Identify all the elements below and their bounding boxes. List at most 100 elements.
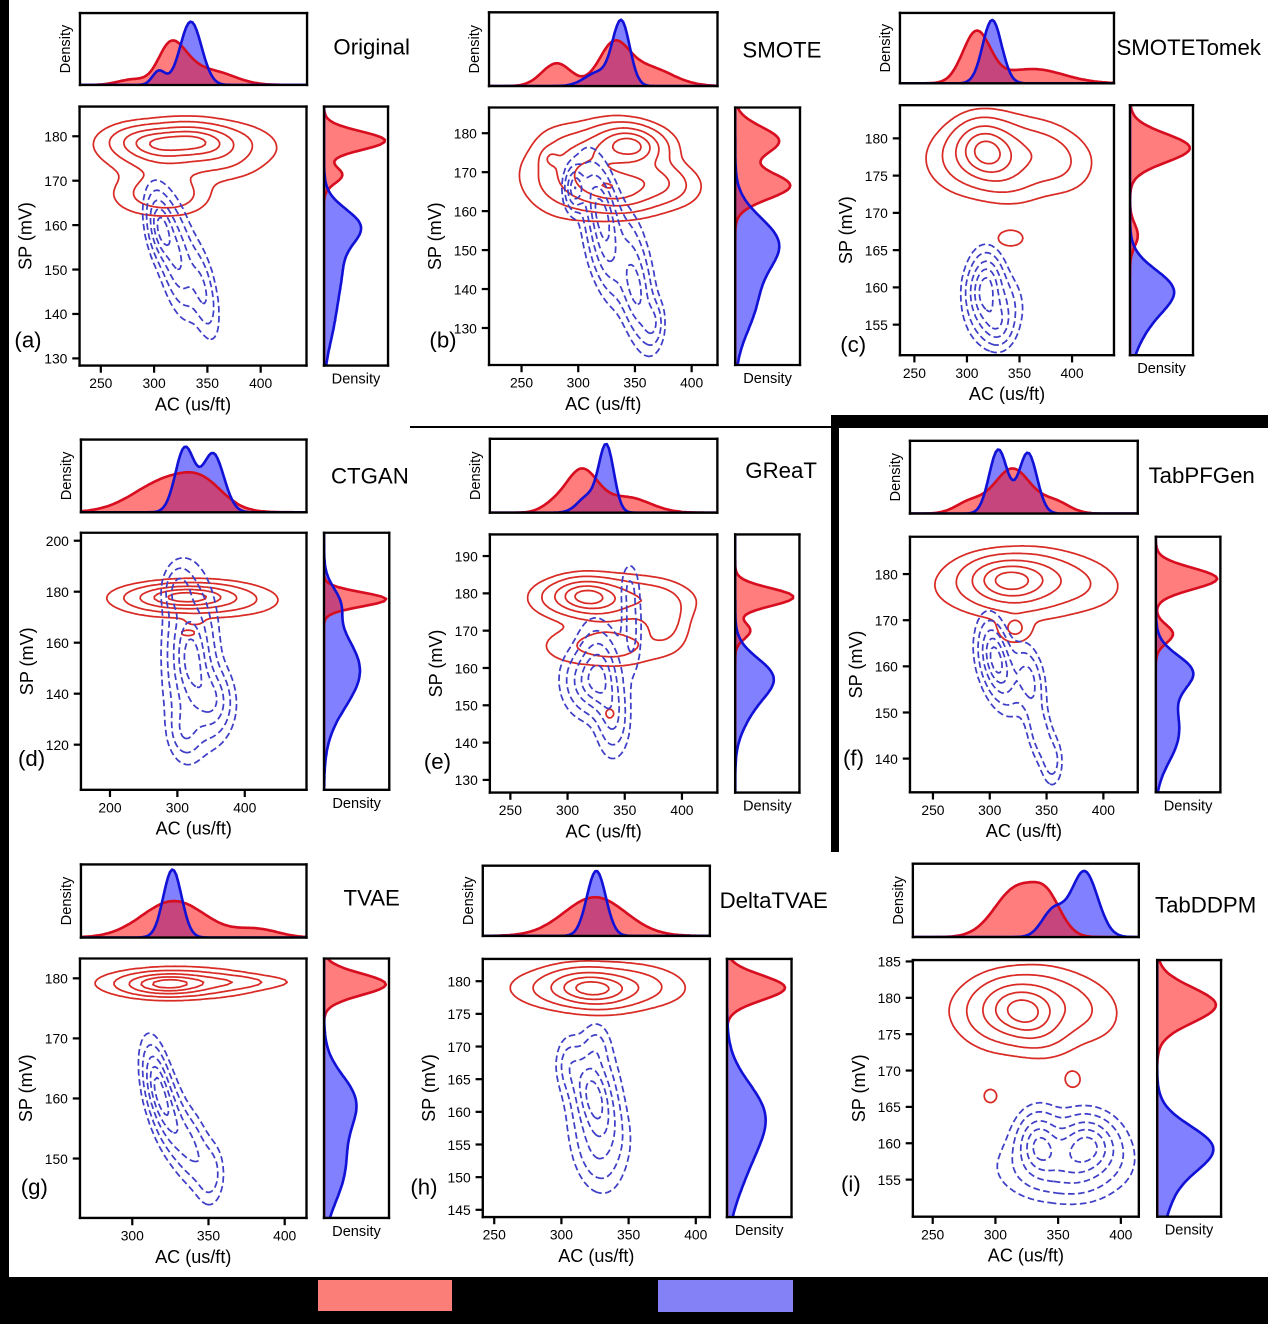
svg-text:155: 155 bbox=[878, 1172, 901, 1188]
svg-text:400: 400 bbox=[670, 802, 693, 818]
svg-text:400: 400 bbox=[233, 799, 256, 815]
svg-text:140: 140 bbox=[44, 306, 67, 322]
svg-text:300: 300 bbox=[550, 1227, 573, 1243]
svg-text:Density: Density bbox=[743, 371, 792, 387]
svg-text:150: 150 bbox=[455, 698, 478, 714]
svg-text:140: 140 bbox=[454, 281, 477, 297]
svg-text:350: 350 bbox=[1008, 365, 1031, 381]
svg-text:155: 155 bbox=[865, 317, 888, 333]
svg-text:250: 250 bbox=[921, 802, 944, 818]
svg-text:170: 170 bbox=[448, 1039, 471, 1055]
svg-text:165: 165 bbox=[878, 1099, 901, 1115]
svg-text:350: 350 bbox=[623, 375, 646, 391]
svg-text:350: 350 bbox=[197, 1228, 220, 1244]
svg-text:160: 160 bbox=[45, 1091, 68, 1107]
svg-text:TabDDPM: TabDDPM bbox=[1155, 892, 1256, 917]
svg-text:160: 160 bbox=[878, 1136, 901, 1152]
svg-text:250: 250 bbox=[483, 1227, 506, 1243]
svg-text:170: 170 bbox=[45, 1031, 68, 1047]
svg-text:155: 155 bbox=[448, 1137, 471, 1153]
svg-text:150: 150 bbox=[45, 1151, 68, 1167]
svg-text:180: 180 bbox=[455, 586, 478, 602]
svg-text:CTGAN: CTGAN bbox=[331, 464, 409, 489]
svg-text:400: 400 bbox=[1109, 1226, 1132, 1242]
svg-text:300: 300 bbox=[978, 802, 1001, 818]
svg-text:150: 150 bbox=[454, 242, 477, 258]
svg-text:130: 130 bbox=[454, 320, 477, 336]
svg-text:175: 175 bbox=[448, 1006, 471, 1022]
svg-text:Density: Density bbox=[1165, 1223, 1214, 1239]
svg-text:300: 300 bbox=[955, 365, 978, 381]
svg-text:130: 130 bbox=[44, 351, 67, 367]
svg-text:200: 200 bbox=[98, 799, 121, 815]
svg-text:350: 350 bbox=[1047, 1226, 1070, 1242]
svg-text:175: 175 bbox=[878, 1026, 901, 1042]
svg-text:AC (us/ft): AC (us/ft) bbox=[155, 1247, 231, 1267]
svg-text:180: 180 bbox=[45, 971, 68, 987]
svg-text:190: 190 bbox=[455, 548, 478, 564]
svg-text:(e): (e) bbox=[424, 749, 451, 774]
svg-text:AC (us/ft): AC (us/ft) bbox=[155, 394, 231, 414]
svg-text:400: 400 bbox=[684, 1227, 707, 1243]
svg-text:170: 170 bbox=[878, 1063, 901, 1079]
svg-text:SP (mV): SP (mV) bbox=[419, 1054, 439, 1122]
svg-text:160: 160 bbox=[865, 280, 888, 296]
svg-text:Density: Density bbox=[467, 24, 483, 73]
svg-text:180: 180 bbox=[448, 973, 471, 989]
svg-text:DeltaTVAE: DeltaTVAE bbox=[720, 888, 828, 913]
svg-text:AC (us/ft): AC (us/ft) bbox=[969, 384, 1045, 404]
svg-text:(c): (c) bbox=[840, 332, 866, 357]
svg-text:165: 165 bbox=[448, 1071, 471, 1087]
svg-text:(f): (f) bbox=[843, 746, 864, 771]
svg-text:145: 145 bbox=[448, 1202, 471, 1218]
svg-text:300: 300 bbox=[556, 802, 579, 818]
svg-text:300: 300 bbox=[567, 375, 590, 391]
svg-text:250: 250 bbox=[903, 365, 926, 381]
svg-text:SP (mV): SP (mV) bbox=[425, 202, 445, 270]
svg-text:130: 130 bbox=[455, 772, 478, 788]
svg-text:Density: Density bbox=[332, 796, 381, 812]
svg-text:(d): (d) bbox=[18, 746, 45, 771]
svg-text:170: 170 bbox=[454, 164, 477, 180]
svg-text:150: 150 bbox=[44, 262, 67, 278]
svg-text:250: 250 bbox=[89, 375, 112, 391]
svg-text:Density: Density bbox=[743, 799, 792, 815]
svg-text:180: 180 bbox=[46, 584, 69, 600]
svg-text:SMOTE: SMOTE bbox=[742, 37, 821, 62]
svg-text:GReaT: GReaT bbox=[745, 458, 817, 483]
svg-text:180: 180 bbox=[454, 125, 477, 141]
svg-text:Density: Density bbox=[332, 372, 381, 388]
svg-text:AC (us/ft): AC (us/ft) bbox=[156, 819, 232, 839]
svg-text:Density: Density bbox=[891, 875, 907, 924]
svg-text:250: 250 bbox=[510, 375, 533, 391]
svg-text:170: 170 bbox=[44, 173, 67, 189]
svg-text:160: 160 bbox=[455, 660, 478, 676]
svg-text:(g): (g) bbox=[21, 1175, 48, 1200]
svg-text:165: 165 bbox=[865, 242, 888, 258]
svg-text:185: 185 bbox=[878, 954, 901, 970]
svg-text:SP (mV): SP (mV) bbox=[838, 196, 856, 264]
svg-text:400: 400 bbox=[1092, 802, 1115, 818]
svg-text:160: 160 bbox=[44, 217, 67, 233]
svg-text:(a): (a) bbox=[14, 327, 41, 352]
svg-text:250: 250 bbox=[921, 1226, 944, 1242]
svg-text:175: 175 bbox=[865, 168, 888, 184]
svg-text:140: 140 bbox=[46, 686, 69, 702]
svg-text:SP (mV): SP (mV) bbox=[17, 627, 37, 695]
svg-text:Density: Density bbox=[59, 451, 75, 500]
svg-text:160: 160 bbox=[46, 635, 69, 651]
svg-text:170: 170 bbox=[865, 205, 888, 221]
svg-text:180: 180 bbox=[878, 990, 901, 1006]
svg-text:SP (mV): SP (mV) bbox=[16, 202, 36, 270]
svg-text:400: 400 bbox=[1060, 365, 1083, 381]
svg-text:(b): (b) bbox=[429, 328, 456, 353]
svg-text:Density: Density bbox=[468, 451, 484, 500]
svg-text:SP (mV): SP (mV) bbox=[849, 1054, 869, 1122]
svg-text:SP (mV): SP (mV) bbox=[846, 631, 866, 699]
svg-text:Density: Density bbox=[461, 876, 477, 925]
svg-text:150: 150 bbox=[448, 1169, 471, 1185]
svg-text:AC (us/ft): AC (us/ft) bbox=[558, 1246, 634, 1266]
svg-text:250: 250 bbox=[499, 802, 522, 818]
svg-text:SP (mV): SP (mV) bbox=[16, 1054, 36, 1122]
svg-text:120: 120 bbox=[46, 737, 69, 753]
